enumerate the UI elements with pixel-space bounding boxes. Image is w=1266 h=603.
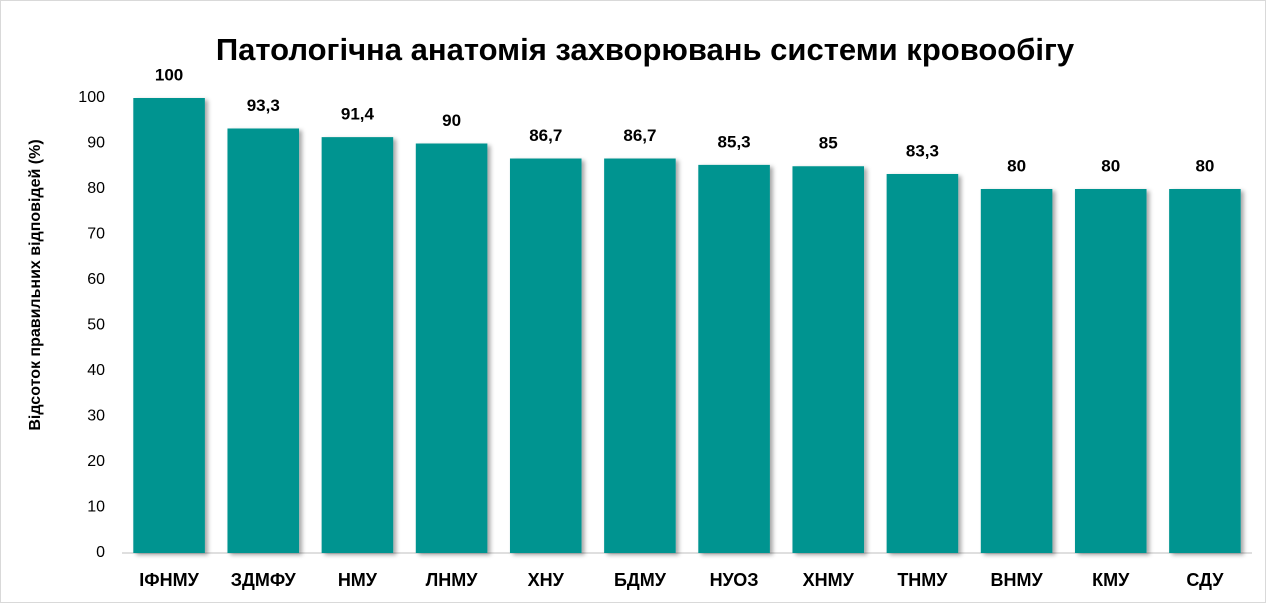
y-tick-label: 90 <box>87 135 105 152</box>
bar <box>792 166 865 553</box>
value-label: 80 <box>1195 156 1214 175</box>
bar <box>980 189 1053 553</box>
value-label: 80 <box>1007 156 1026 175</box>
y-tick-label: 80 <box>87 180 105 197</box>
value-label: 86,7 <box>623 126 656 145</box>
bar <box>415 143 488 553</box>
value-label: 93,3 <box>247 96 280 115</box>
value-label: 85,3 <box>718 132 751 151</box>
value-label: 100 <box>155 65 183 84</box>
y-tick-label: 20 <box>87 453 105 470</box>
value-label: 80 <box>1101 156 1120 175</box>
chart-title: Патологічна анатомія захворювань системи… <box>216 32 1075 67</box>
bar <box>1074 189 1147 553</box>
bar <box>604 158 676 553</box>
y-tick-label: 70 <box>87 226 105 243</box>
x-tick-label: ЗДМФУ <box>231 570 297 590</box>
value-label: 85 <box>819 134 838 153</box>
x-tick-label: БДМУ <box>614 570 667 590</box>
bar <box>698 164 770 553</box>
value-label: 83,3 <box>906 141 939 160</box>
bar <box>1169 189 1241 553</box>
y-axis-label: Відсоток правильних відповідей (%) <box>27 139 44 430</box>
x-tick-label: ІФНМУ <box>139 570 199 590</box>
y-tick-label: 30 <box>87 408 105 425</box>
x-tick-label: ХНУ <box>528 570 565 590</box>
x-tick-label: ЛНМУ <box>426 570 479 590</box>
x-tick-label: НУОЗ <box>710 570 759 590</box>
y-tick-label: 0 <box>96 544 105 561</box>
bar <box>886 173 959 554</box>
bar <box>133 98 205 553</box>
y-tick-label: 100 <box>78 89 105 106</box>
value-label: 90 <box>442 111 461 130</box>
x-tick-label: ХНМУ <box>803 570 855 590</box>
y-tick-label: 60 <box>87 271 105 288</box>
x-tick-label: ВНМУ <box>990 570 1043 590</box>
y-tick-label: 10 <box>87 499 105 516</box>
bar <box>227 128 300 554</box>
x-tick-label: КМУ <box>1092 570 1130 590</box>
bar <box>321 137 394 553</box>
value-label: 86,7 <box>529 126 562 145</box>
value-label: 91,4 <box>341 105 375 124</box>
y-tick-label: 50 <box>87 317 105 334</box>
y-tick-label: 40 <box>87 362 105 379</box>
x-tick-label: ТНМУ <box>897 570 948 590</box>
bar <box>509 158 582 553</box>
x-tick-label: СДУ <box>1186 570 1224 590</box>
x-tick-label: НМУ <box>338 570 378 590</box>
